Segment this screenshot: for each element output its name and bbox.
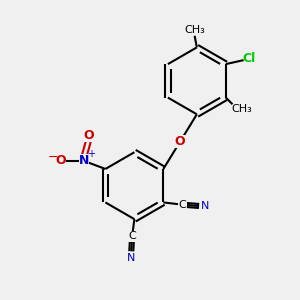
Text: −: − [47,151,58,164]
Text: C: C [128,231,136,241]
Text: O: O [55,154,66,167]
Text: Cl: Cl [242,52,256,65]
Text: N: N [201,201,209,211]
Text: CH₃: CH₃ [184,26,205,35]
Text: O: O [175,135,185,148]
Text: C: C [178,200,186,210]
Text: +: + [87,149,95,159]
Text: CH₃: CH₃ [231,104,252,114]
Text: N: N [127,253,136,262]
Text: N: N [79,154,89,167]
Text: O: O [83,129,94,142]
